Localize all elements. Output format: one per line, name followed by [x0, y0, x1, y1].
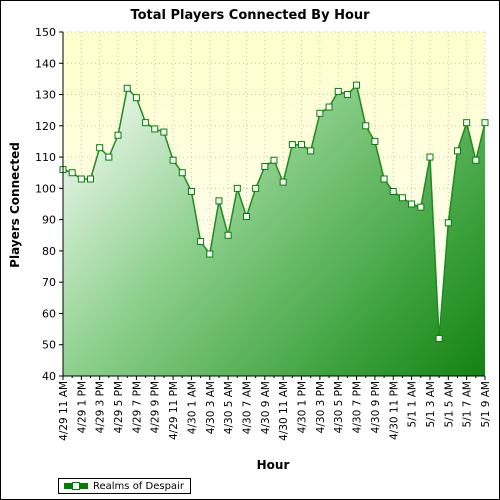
y-tick-label: 140	[35, 57, 56, 70]
data-point	[343, 91, 351, 99]
x-tick-label: 5/1 7 AM	[462, 381, 474, 428]
data-point	[279, 178, 287, 186]
data-point	[77, 175, 85, 183]
y-tick-label: 80	[42, 245, 56, 258]
x-tick-label: 4/30 1 AM	[186, 381, 198, 434]
data-point	[325, 103, 333, 111]
data-point	[453, 147, 461, 155]
y-tick-label: 120	[35, 120, 56, 133]
data-point	[187, 187, 195, 195]
x-tick-label: 5/1 9 AM	[480, 381, 492, 428]
x-ticks: 4/29 11 AM 4/29 1 PM 4/29 3 PM 4/29 5 PM 4/2…	[58, 376, 492, 441]
y-tick-label: 130	[35, 89, 56, 102]
y-tick-label: 150	[35, 26, 56, 39]
x-tick-label: 4/30 5 AM	[223, 381, 235, 434]
data-point	[371, 137, 379, 145]
data-point	[270, 156, 278, 164]
legend-swatch	[64, 482, 88, 490]
x-tick-label: 4/29 9 PM	[150, 381, 162, 433]
data-point	[160, 128, 168, 136]
x-tick-label: 4/29 11 PM	[168, 381, 180, 440]
x-tick-label: 4/29 7 PM	[131, 381, 143, 433]
y-tick-label: 40	[42, 370, 56, 383]
data-point	[334, 87, 342, 95]
x-tick-label: 4/30 9 AM	[260, 381, 272, 434]
data-point	[197, 238, 205, 246]
series-area	[63, 85, 485, 376]
data-point	[233, 184, 241, 192]
data-point	[389, 187, 397, 195]
data-point	[123, 84, 131, 92]
chart-title: Total Players Connected By Hour	[130, 8, 370, 23]
x-tick-label: 4/30 11 AM	[278, 381, 290, 441]
data-point	[417, 203, 425, 211]
y-tick-label: 70	[42, 276, 56, 289]
x-tick-label: 4/29 3 PM	[95, 381, 107, 433]
data-point	[261, 162, 269, 170]
data-point	[426, 153, 434, 161]
data-point	[435, 334, 443, 342]
data-point	[444, 219, 452, 227]
y-tick-label: 90	[42, 214, 56, 227]
y-tick-label: 60	[42, 307, 56, 320]
x-tick-label: 4/30 9 PM	[370, 381, 382, 433]
data-point	[105, 153, 113, 161]
legend: Realms of Despair	[58, 478, 191, 494]
x-tick-label: 4/30 7 PM	[352, 381, 364, 433]
data-point	[252, 184, 260, 192]
x-tick-label: 4/30 7 AM	[241, 381, 253, 434]
y-tick-label: 50	[42, 339, 56, 352]
x-tick-label: 4/30 5 PM	[333, 381, 345, 433]
data-point	[224, 231, 232, 239]
data-point	[472, 156, 480, 164]
data-point	[288, 141, 296, 149]
series-points	[59, 81, 489, 342]
x-tick-label: 4/30 11 PM	[388, 381, 400, 440]
data-point	[169, 156, 177, 164]
x-tick-label: 4/30 1 PM	[297, 381, 309, 433]
data-point	[114, 131, 122, 139]
x-tick-label: 5/1 5 AM	[443, 381, 455, 428]
x-tick-label: 4/30 3 PM	[315, 381, 327, 433]
legend-series-label: Realms of Despair	[93, 480, 184, 492]
data-point	[142, 119, 150, 127]
x-tick-label: 4/30 3 AM	[205, 381, 217, 434]
data-point	[87, 175, 95, 183]
data-point	[242, 213, 250, 221]
data-point	[96, 144, 104, 152]
data-point	[353, 81, 361, 89]
y-axis-label: Players Connected	[8, 142, 22, 268]
data-point	[362, 122, 370, 130]
data-point	[307, 147, 315, 155]
x-tick-label: 4/29 1 PM	[76, 381, 88, 433]
y-tick-label: 100	[35, 182, 56, 195]
x-tick-label: 4/29 11 AM	[58, 381, 70, 441]
data-point	[380, 175, 388, 183]
x-tick-label: 5/1 1 AM	[407, 381, 419, 428]
x-axis-label: Hour	[257, 458, 290, 472]
data-point	[206, 250, 214, 258]
data-point	[316, 109, 324, 117]
data-point	[132, 94, 140, 102]
data-point	[398, 194, 406, 202]
data-point	[298, 141, 306, 149]
data-point	[481, 119, 489, 127]
data-point	[151, 125, 159, 133]
data-point	[408, 200, 416, 208]
y-ticks: 40 50 60 70 80 90 100 110 120 130 140 150	[35, 26, 63, 383]
y-tick-label: 110	[35, 151, 56, 164]
data-point	[178, 169, 186, 177]
x-tick-label: 5/1 3 AM	[425, 381, 437, 428]
data-point	[463, 119, 471, 127]
data-point	[68, 169, 76, 177]
data-point	[215, 197, 223, 205]
x-tick-label: 4/29 5 PM	[113, 381, 125, 433]
